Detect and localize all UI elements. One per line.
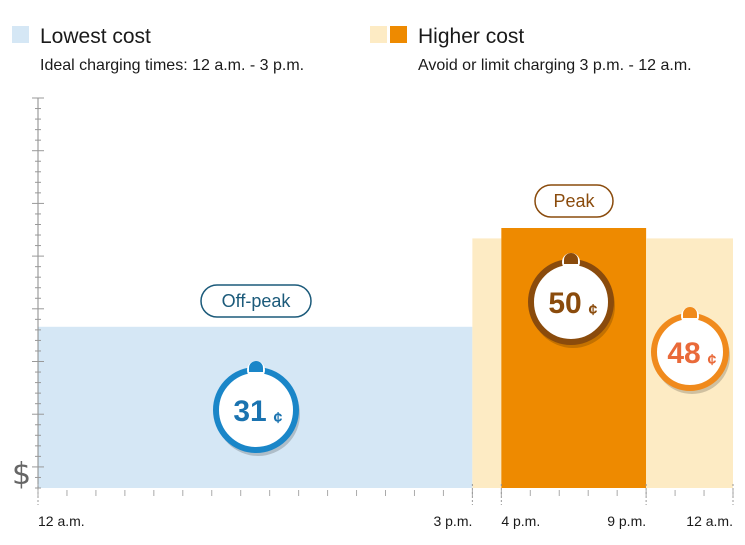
pill-off-peak-border [200, 284, 312, 318]
badge-evening-value: 48 [667, 337, 700, 370]
annotations: Off-peak Peak 31 ¢ 50 ¢ 48 ¢ [200, 184, 730, 456]
badge-off-peak: 31 ¢ [213, 361, 300, 456]
badge-evening-unit: ¢ [708, 352, 717, 369]
plug-icon [564, 253, 578, 264]
pill-off-peak-label: Off-peak [222, 291, 292, 311]
badge-peak-unit: ¢ [589, 302, 598, 319]
legend-high: Higher cost Avoid or limit charging 3 p.… [370, 25, 692, 74]
x-tick-label: 12 a.m. [686, 513, 733, 529]
y-axis-label: $ [12, 457, 31, 492]
plug-icon [683, 307, 697, 318]
legend-high-title: Higher cost [418, 25, 524, 48]
bars [38, 228, 733, 488]
y-axis: $ [12, 97, 44, 492]
bar-1 [472, 238, 502, 488]
plug-icon [249, 361, 263, 372]
pill-peak: Peak [534, 184, 614, 218]
badge-evening: 48 ¢ [651, 307, 730, 394]
pill-peak-label: Peak [553, 191, 595, 211]
badge-peak: 50 ¢ [528, 253, 615, 348]
pill-off-peak: Off-peak [200, 284, 312, 318]
x-tick-label: 12 a.m. [38, 513, 85, 529]
x-tick-label: 3 p.m. [433, 513, 472, 529]
legend-high-subtitle: Avoid or limit charging 3 p.m. - 12 a.m. [418, 57, 692, 74]
badge-peak-value: 50 [548, 287, 581, 320]
legend-low-title: Lowest cost [40, 25, 151, 48]
legend-low-subtitle: Ideal charging times: 12 a.m. - 3 p.m. [40, 57, 304, 74]
legend-low: Lowest cost Ideal charging times: 12 a.m… [12, 25, 304, 74]
badge-off-peak-unit: ¢ [274, 410, 283, 427]
x-tick-label: 9 p.m. [607, 513, 646, 529]
x-tick-label: 4 p.m. [501, 513, 540, 529]
legend-high-swatch-light [370, 26, 387, 43]
x-axis: 12 a.m. 3 p.m. 4 p.m. 9 p.m. 12 a.m. [37, 484, 734, 529]
legend-high-swatch-dark [390, 26, 407, 43]
legend-low-swatch [12, 26, 29, 43]
pill-peak-border [534, 184, 614, 218]
badge-off-peak-value: 31 [233, 395, 266, 428]
